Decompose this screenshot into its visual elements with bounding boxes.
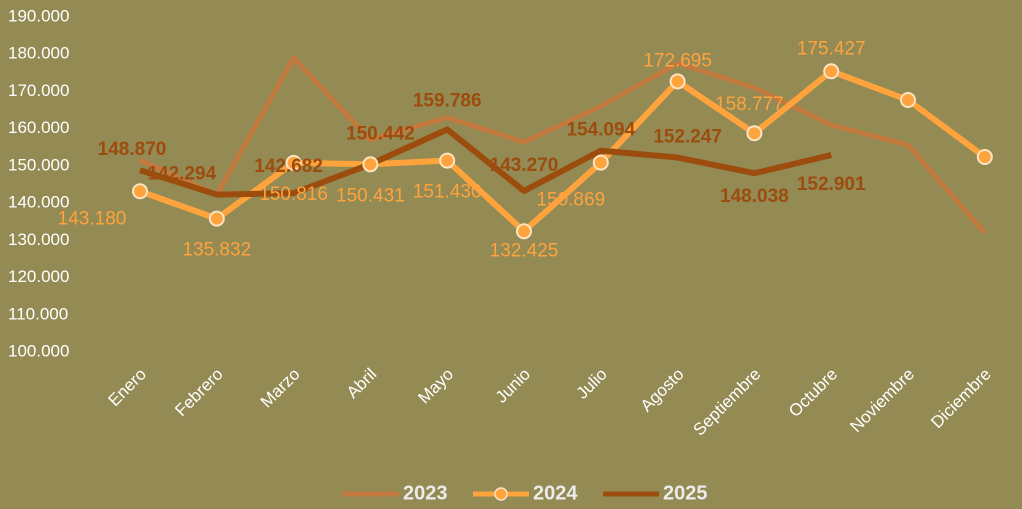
data-label: 152.901 xyxy=(797,174,866,195)
legend-marker xyxy=(494,487,508,501)
y-tick-label: 130.000 xyxy=(8,230,69,249)
data-label: 159.786 xyxy=(413,90,482,111)
x-tick-label: Octubre xyxy=(785,365,841,421)
legend-label: 2023 xyxy=(403,482,448,504)
marker xyxy=(439,152,456,169)
data-label: 150.816 xyxy=(259,184,328,205)
marker xyxy=(362,156,379,173)
marker xyxy=(900,92,916,109)
y-tick-label: 190.000 xyxy=(8,6,69,25)
marker xyxy=(208,210,225,227)
data-label: 150.869 xyxy=(536,190,605,211)
y-tick-label: 150.000 xyxy=(8,155,69,174)
data-label: 142.294 xyxy=(147,164,216,185)
x-tick-label: Noviembre xyxy=(846,365,918,437)
y-tick-label: 140.000 xyxy=(8,193,69,212)
x-tick-label: Febrero xyxy=(171,365,227,421)
data-label: 132.425 xyxy=(490,240,559,261)
data-label: 135.832 xyxy=(182,240,251,261)
x-tick-label: Junio xyxy=(492,365,534,407)
series-line xyxy=(138,55,987,235)
x-tick-label: Abril xyxy=(343,365,380,402)
marker xyxy=(823,63,840,80)
marker xyxy=(592,154,609,171)
data-label: 148.038 xyxy=(720,186,789,207)
data-label: 143.180 xyxy=(58,208,127,229)
y-tick-label: 120.000 xyxy=(8,267,69,286)
x-tick-label: Diciembre xyxy=(927,365,995,433)
legend-label: 2025 xyxy=(663,482,708,504)
data-label: 143.270 xyxy=(490,155,559,176)
data-label: 172.695 xyxy=(643,50,712,71)
data-label: 158.777 xyxy=(715,94,784,115)
series-line xyxy=(139,126,832,198)
x-tick-label: Julio xyxy=(573,365,611,403)
data-label: 175.427 xyxy=(797,38,866,59)
y-tick-label: 160.000 xyxy=(8,118,69,137)
series-line xyxy=(138,68,987,235)
x-tick-label: Septiembre xyxy=(689,365,764,440)
legend-label: 2024 xyxy=(533,482,578,504)
data-label: 151.430 xyxy=(413,182,482,203)
x-tick-label: Agosto xyxy=(637,365,688,416)
marker xyxy=(132,183,148,200)
marker xyxy=(669,73,686,90)
x-tick-label: Enero xyxy=(104,365,150,411)
marker xyxy=(516,223,532,240)
data-label: 142.682 xyxy=(254,156,323,177)
data-label: 150.431 xyxy=(336,185,405,206)
marker xyxy=(746,125,763,142)
marker xyxy=(285,154,302,171)
x-tick-label: Mayo xyxy=(414,365,457,408)
y-tick-label: 100.000 xyxy=(8,341,69,360)
marker xyxy=(976,148,993,165)
y-tick-label: 170.000 xyxy=(8,81,69,100)
data-label: 154.094 xyxy=(566,120,635,141)
y-tick-label: 180.000 xyxy=(8,44,69,63)
data-label: 150.442 xyxy=(346,123,415,144)
data-label: 148.870 xyxy=(98,139,167,160)
data-label: 152.247 xyxy=(653,127,722,148)
x-tick-label: Marzo xyxy=(257,365,304,412)
y-tick-label: 110.000 xyxy=(8,304,68,323)
